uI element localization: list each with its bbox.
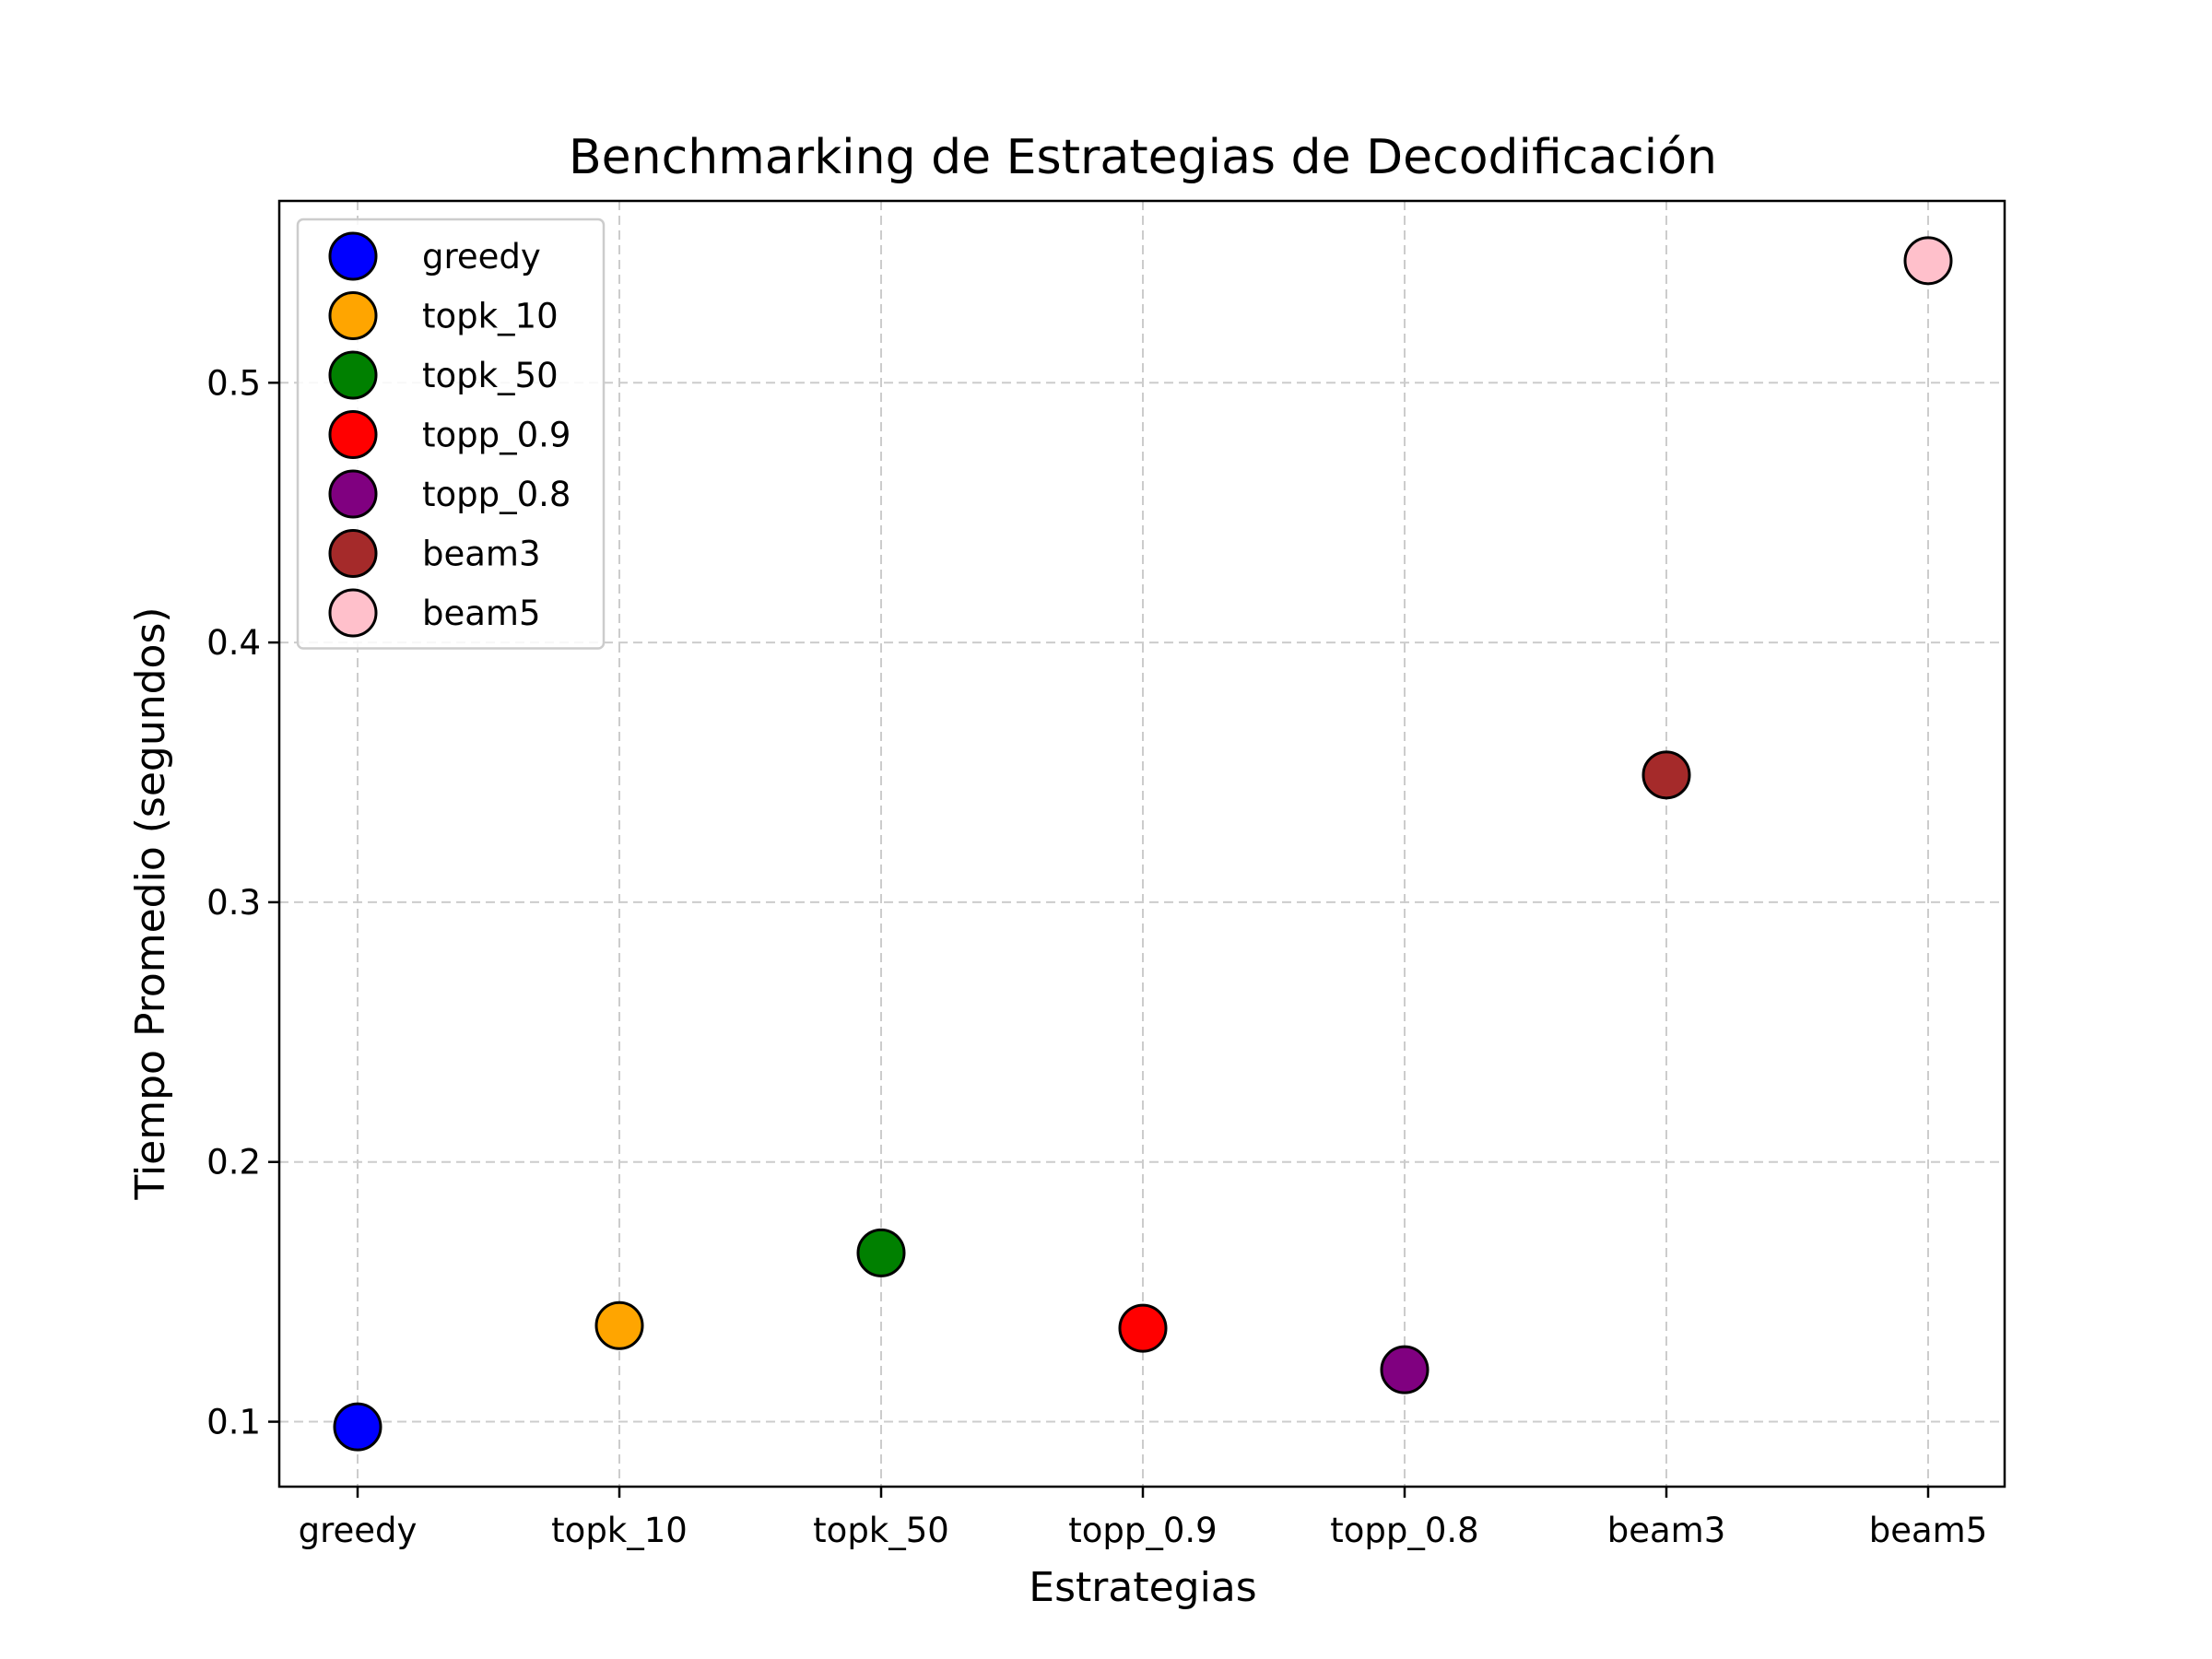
- data-point-topk-10: [594, 1300, 644, 1350]
- legend-label: topk_10: [422, 297, 559, 336]
- legend-marker: [328, 588, 378, 638]
- legend-marker: [328, 231, 378, 281]
- y-tick-label: 0.3: [206, 883, 261, 923]
- legend-marker: [328, 529, 378, 578]
- y-tick-label: 0.5: [206, 363, 261, 403]
- y-axis-label: Tiempo Promedio (segundos): [127, 606, 174, 1200]
- legend-label: topp_0.8: [422, 475, 571, 514]
- x-tick-label: topk_10: [551, 1511, 688, 1550]
- legend-label: topk_50: [422, 356, 559, 395]
- x-tick-label: beam5: [1869, 1511, 1988, 1550]
- data-point-topk-50: [856, 1228, 906, 1277]
- y-tick-label: 0.2: [206, 1143, 261, 1182]
- data-point-topp-0-9: [1118, 1303, 1168, 1353]
- legend-label: greedy: [422, 237, 541, 276]
- data-point-greedy: [333, 1402, 382, 1452]
- x-tick-label: topp_0.8: [1330, 1511, 1478, 1550]
- chart-title: Benchmarking de Estrategias de Decodific…: [569, 130, 1717, 185]
- y-tick-label: 0.4: [206, 623, 261, 663]
- data-point-topp-0-8: [1380, 1345, 1430, 1394]
- legend-marker: [328, 410, 378, 459]
- legend-label: topp_0.9: [422, 416, 571, 455]
- data-point-beam3: [1641, 750, 1691, 800]
- legend-marker: [328, 469, 378, 519]
- x-axis-label: Estrategias: [1029, 1564, 1256, 1611]
- axis-ticks: greedy topk_10 topk_50 topp_0.9 topp_0.8 beam…: [206, 363, 1987, 1550]
- x-tick-label: beam3: [1607, 1511, 1726, 1550]
- data-points: [333, 236, 1953, 1452]
- legend-marker: [328, 350, 378, 400]
- data-point-beam5: [1903, 236, 1953, 286]
- x-tick-label: topk_50: [813, 1511, 949, 1550]
- legend: greedy topk_10 topk_50 topp_0.9 topp_0.8beam…: [296, 218, 606, 650]
- legend-marker: [328, 291, 378, 340]
- legend-label: beam5: [422, 594, 541, 633]
- y-tick-label: 0.1: [206, 1403, 261, 1442]
- grid: [279, 201, 2005, 1487]
- x-tick-label: topp_0.9: [1068, 1511, 1217, 1550]
- x-tick-label: greedy: [299, 1511, 418, 1550]
- legend-label: beam3: [422, 535, 541, 574]
